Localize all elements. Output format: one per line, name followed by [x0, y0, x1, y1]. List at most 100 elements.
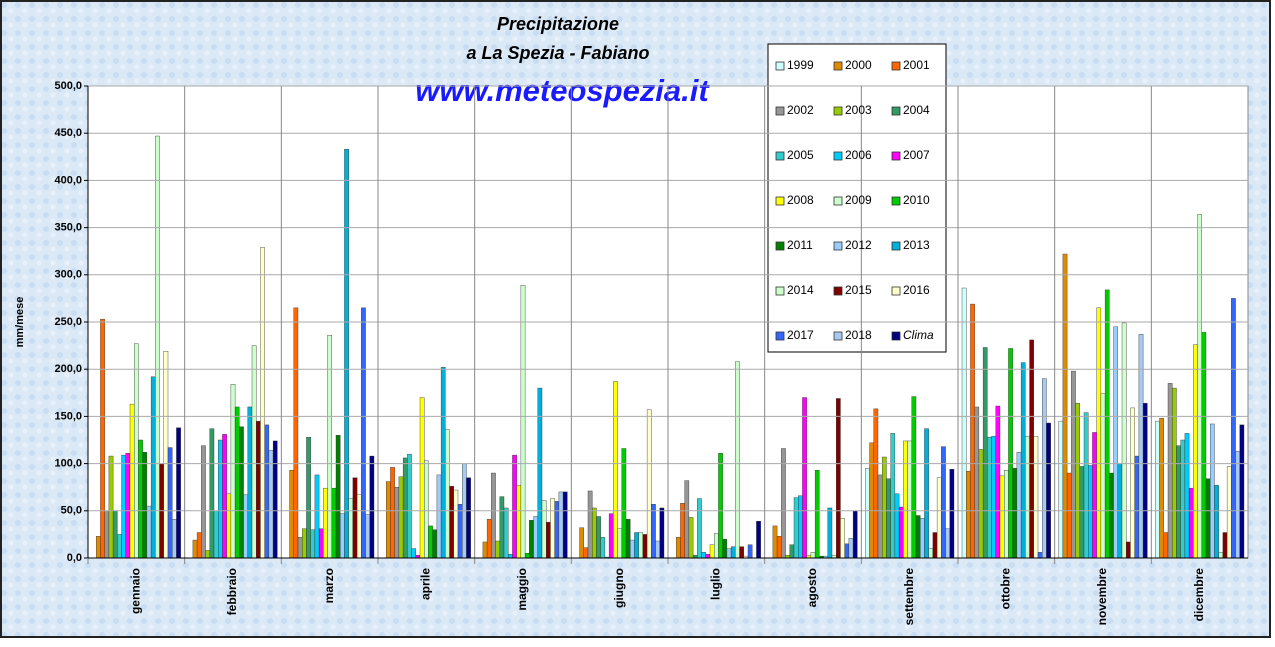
bar: [756, 520, 761, 559]
bar: [449, 486, 454, 559]
bar: [772, 525, 778, 559]
legend-swatch: [833, 151, 843, 161]
bar: [995, 405, 1001, 559]
bar: [293, 307, 299, 559]
bar: [936, 477, 942, 559]
legend-swatch: [891, 331, 901, 341]
bar: [1113, 326, 1118, 559]
bar: [789, 544, 795, 559]
bar: [440, 367, 446, 559]
bar: [1079, 466, 1085, 559]
bar: [915, 515, 921, 559]
bar: [730, 546, 736, 559]
bar: [306, 436, 311, 559]
bar: [932, 532, 938, 559]
x-tick-label: agosto: [805, 568, 819, 607]
y-tick-label: 0,0: [67, 552, 82, 564]
bar: [810, 552, 816, 559]
bar: [390, 467, 395, 559]
bar: [256, 420, 261, 559]
x-tick-label: ottobre: [999, 568, 1013, 610]
bar: [718, 453, 723, 559]
bar: [882, 456, 887, 559]
x-tick-label: gennaio: [129, 568, 143, 614]
bar: [167, 447, 173, 559]
bar: [1214, 485, 1219, 559]
bar: [520, 284, 526, 559]
bar: [222, 434, 227, 559]
bar: [205, 550, 210, 559]
bar: [264, 424, 270, 559]
y-tick-label: 200,0: [54, 363, 82, 375]
legend-label: 2017: [787, 328, 814, 342]
bar: [125, 453, 131, 559]
bar: [642, 534, 648, 559]
bar: [1231, 298, 1236, 559]
legend-label: 2008: [787, 193, 814, 207]
bar: [814, 470, 820, 559]
bar: [398, 476, 404, 559]
bar: [361, 307, 366, 559]
bar: [163, 351, 169, 559]
legend-swatch: [891, 106, 901, 116]
bar: [1201, 332, 1207, 559]
legend-swatch: [891, 61, 901, 71]
bar: [625, 519, 631, 559]
bar: [924, 428, 929, 559]
bar: [1121, 322, 1127, 559]
legend-label: 2005: [787, 148, 814, 162]
bar: [218, 439, 223, 559]
bar: [1193, 344, 1198, 559]
bar: [108, 455, 114, 559]
y-tick-label: 400,0: [54, 174, 82, 186]
bar: [201, 445, 206, 559]
bar: [852, 510, 858, 559]
y-tick-label: 500,0: [54, 80, 82, 92]
bar: [848, 537, 854, 559]
bar: [155, 135, 160, 559]
bar: [196, 532, 202, 559]
bar: [903, 440, 908, 559]
legend-swatch: [891, 241, 901, 251]
bar: [961, 287, 967, 559]
bar: [117, 534, 122, 559]
bar: [516, 485, 522, 559]
x-tick-label: marzo: [322, 568, 336, 603]
bar: [365, 514, 370, 559]
bar: [722, 538, 728, 559]
bar: [251, 345, 257, 559]
bar: [776, 536, 782, 559]
bar: [524, 553, 530, 559]
legend-swatch: [891, 151, 901, 161]
bar: [714, 533, 719, 559]
bar: [1092, 432, 1097, 559]
bar: [840, 518, 845, 559]
bar: [1205, 478, 1211, 559]
legend-swatch: [775, 286, 785, 296]
bar: [894, 493, 900, 559]
bar: [1104, 289, 1110, 559]
bar: [466, 477, 471, 559]
bar: [138, 439, 143, 559]
x-tick-label: luglio: [709, 568, 723, 600]
bar: [617, 528, 622, 559]
bar: [386, 481, 391, 559]
bar: [579, 527, 584, 559]
bar: [676, 537, 681, 559]
bar: [798, 495, 803, 559]
bar: [827, 507, 833, 559]
bar: [1058, 420, 1064, 559]
bars: [96, 135, 1245, 559]
legend-label: 2000: [845, 58, 872, 72]
bar: [1176, 445, 1181, 559]
bar: [928, 548, 934, 559]
bar: [911, 396, 917, 559]
bar: [407, 453, 412, 559]
bar: [529, 520, 534, 559]
bar: [533, 516, 538, 559]
bar: [121, 454, 126, 559]
bar: [1109, 472, 1114, 559]
bar: [411, 548, 416, 559]
bar: [209, 428, 215, 559]
bar: [1138, 334, 1144, 559]
